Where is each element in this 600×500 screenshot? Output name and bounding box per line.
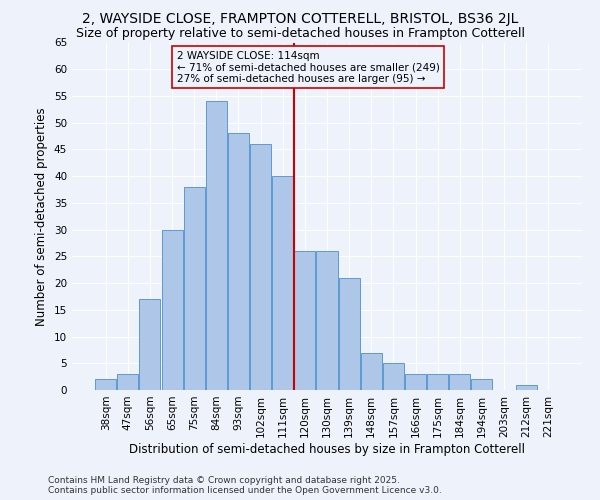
Bar — [515, 384, 536, 390]
X-axis label: Distribution of semi-detached houses by size in Frampton Cotterell: Distribution of semi-detached houses by … — [129, 442, 525, 456]
Bar — [206, 102, 227, 390]
Bar — [118, 374, 139, 390]
Bar — [250, 144, 271, 390]
Bar — [472, 380, 493, 390]
Y-axis label: Number of semi-detached properties: Number of semi-detached properties — [35, 107, 49, 326]
Text: Size of property relative to semi-detached houses in Frampton Cotterell: Size of property relative to semi-detach… — [76, 28, 524, 40]
Bar — [228, 134, 249, 390]
Bar — [338, 278, 359, 390]
Text: Contains HM Land Registry data © Crown copyright and database right 2025.
Contai: Contains HM Land Registry data © Crown c… — [48, 476, 442, 495]
Bar — [272, 176, 293, 390]
Bar — [184, 187, 205, 390]
Bar — [361, 352, 382, 390]
Bar — [295, 251, 316, 390]
Bar — [427, 374, 448, 390]
Bar — [449, 374, 470, 390]
Text: 2, WAYSIDE CLOSE, FRAMPTON COTTERELL, BRISTOL, BS36 2JL: 2, WAYSIDE CLOSE, FRAMPTON COTTERELL, BR… — [82, 12, 518, 26]
Bar — [316, 251, 338, 390]
Bar — [161, 230, 182, 390]
Bar — [139, 299, 160, 390]
Bar — [405, 374, 426, 390]
Text: 2 WAYSIDE CLOSE: 114sqm
← 71% of semi-detached houses are smaller (249)
27% of s: 2 WAYSIDE CLOSE: 114sqm ← 71% of semi-de… — [176, 50, 439, 84]
Bar — [95, 380, 116, 390]
Bar — [383, 364, 404, 390]
